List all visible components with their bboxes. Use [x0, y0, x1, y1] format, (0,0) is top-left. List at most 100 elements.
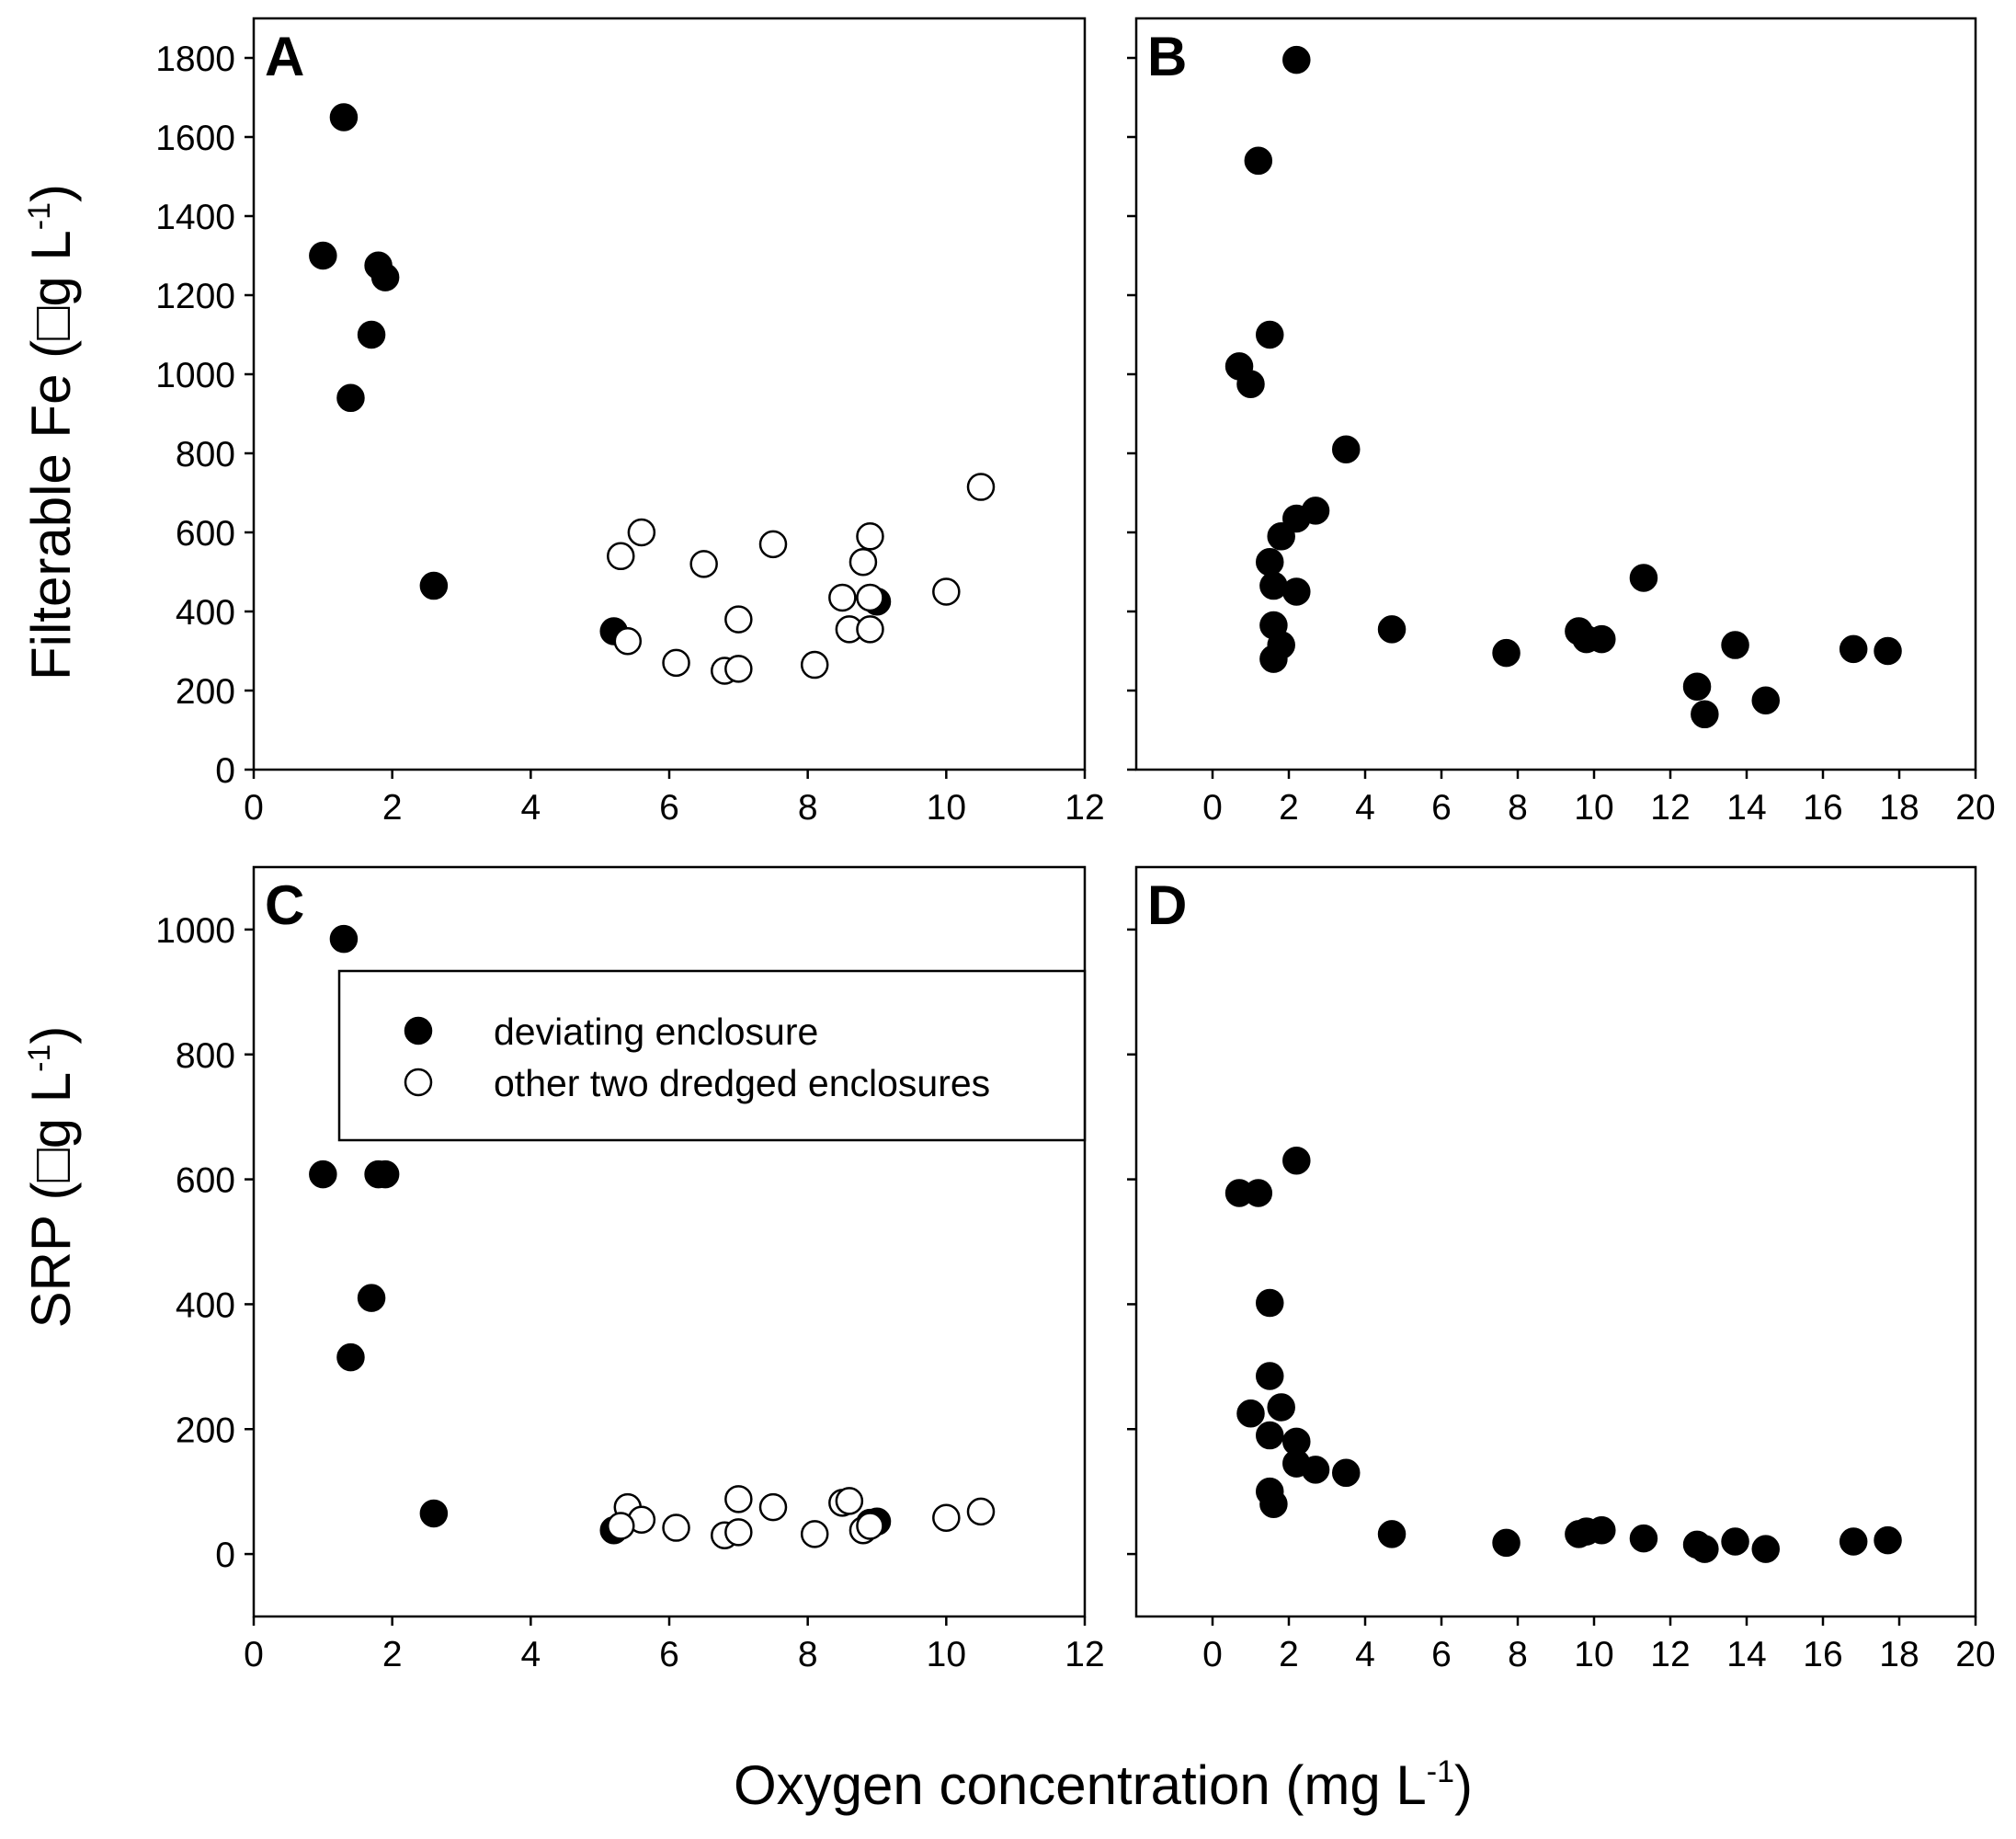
- panel-d-xtick-label: 12: [1650, 1635, 1690, 1674]
- y-axis-title-top-sup: -1: [22, 202, 57, 230]
- panel-a-point-filled: [357, 320, 386, 349]
- x-axis-title-close: ): [1454, 1754, 1473, 1816]
- panel-a-point-open: [662, 648, 690, 678]
- panel-a-ytick-label: 1800: [155, 40, 235, 79]
- panel-c-point-filled: [329, 924, 359, 954]
- panel-d-point-filled: [1236, 1399, 1265, 1428]
- panel-b-xtick-label: 8: [1508, 788, 1528, 828]
- panel-c-letter: C: [265, 874, 304, 936]
- panel-b-point-filled: [1377, 615, 1407, 644]
- panel-c-point-filled: [419, 1499, 449, 1528]
- panel-b-xtick-label: 14: [1726, 788, 1766, 828]
- panel-b-xtick-label: 12: [1650, 788, 1690, 828]
- panel-d-frame: [1134, 865, 1977, 1618]
- y-axis-title-top-close: ): [20, 184, 82, 202]
- panel-c-point-open: [800, 1520, 829, 1548]
- panel-b-xtick-label: 20: [1955, 788, 1995, 828]
- panel-a-ytick-label: 800: [176, 435, 235, 474]
- panel-d: D 0 2 4 6 8 10 12 14 16 18 20: [1127, 865, 1996, 1674]
- panel-d-point-filled: [1377, 1520, 1407, 1548]
- panel-a-point-filled: [370, 263, 400, 291]
- panel-b: B 0 2 4 6 8 10 12 14 16 18 20: [1127, 17, 1996, 828]
- panel-a: A 0 2 4 6 8 10 12 0 200 400 600 800 1000 1200 1400 1600 1…: [155, 17, 1105, 828]
- panel-a-ytick-label: 600: [176, 514, 235, 554]
- panel-a-point-open: [724, 605, 753, 634]
- panel-c-point-open: [856, 1512, 884, 1540]
- panel-c-point-open: [724, 1518, 753, 1547]
- panel-b-point-filled: [1874, 636, 1902, 666]
- panel-d-point-filled: [1721, 1527, 1749, 1556]
- legend-label-filled: deviating enclosure: [494, 1011, 818, 1053]
- panel-d-point-filled: [1332, 1458, 1361, 1488]
- panel-c-xtick-label: 0: [244, 1635, 264, 1674]
- legend-label-open: other two dredged enclosures: [494, 1062, 990, 1104]
- panel-d-point-filled: [1751, 1535, 1780, 1563]
- x-axis-title-sup: -1: [1427, 1754, 1454, 1789]
- panel-a-ytick-label: 200: [176, 672, 235, 712]
- panel-a-xtick-label: 12: [1065, 788, 1104, 828]
- y-axis-title-bottom-glyph: □: [20, 1148, 82, 1182]
- panel-d-point-filled: [1839, 1527, 1868, 1556]
- panel-b-point-filled: [1259, 571, 1288, 600]
- panel-a-xtick-label: 0: [244, 788, 264, 828]
- x-axis-title-main: Oxygen concentration (mg L: [734, 1754, 1427, 1816]
- panel-a-ytick-label: 1600: [155, 119, 235, 158]
- y-axis-title-top-unit: g L: [20, 230, 82, 306]
- panel-d-xtick-label: 20: [1955, 1635, 1995, 1674]
- panel-d-xtick-label: 16: [1803, 1635, 1842, 1674]
- panel-a-ytick-label: 1400: [155, 198, 235, 237]
- panel-b-point-filled: [1492, 638, 1521, 668]
- panel-d-xtick-label: 6: [1431, 1635, 1452, 1674]
- panel-a-point-filled: [419, 571, 449, 600]
- panel-b-point-filled: [1751, 686, 1780, 714]
- panel-c-ytick-label: 0: [215, 1536, 235, 1575]
- panel-c-point-open: [607, 1512, 635, 1540]
- panel-b-xtick-label: 18: [1879, 788, 1919, 828]
- panel-c: C 0 2 4 6 8 10 12 0 200 400 600 800 1000: [155, 865, 1105, 1674]
- panel-a-point-open: [607, 542, 635, 571]
- panel-a-xtick-label: 8: [798, 788, 818, 828]
- panel-d-xtick-label: 8: [1508, 1635, 1528, 1674]
- panel-d-point-filled: [1259, 1490, 1288, 1518]
- panel-c-ytick-label: 800: [176, 1036, 235, 1076]
- panel-d-xtick-label: 2: [1279, 1635, 1299, 1674]
- panel-c-xtick-label: 4: [520, 1635, 541, 1674]
- panel-a-ytick-label: 400: [176, 593, 235, 633]
- panel-a-point-open: [613, 627, 643, 656]
- y-axis-title-top-main: Filterable Fe (: [20, 340, 82, 680]
- panel-d-point-filled: [1282, 1146, 1311, 1175]
- panel-d-point-filled: [1874, 1525, 1902, 1555]
- panel-b-point-filled: [1236, 370, 1265, 398]
- panel-d-point-filled: [1256, 1421, 1284, 1450]
- panel-a-point-open: [856, 522, 884, 551]
- panel-c-xtick-label: 8: [798, 1635, 818, 1674]
- panel-b-point-filled: [1588, 624, 1616, 654]
- panel-c-xtick-label: 6: [659, 1635, 679, 1674]
- panel-a-point-open: [932, 577, 961, 606]
- panel-b-point-filled: [1244, 146, 1273, 176]
- panel-c-point-filled: [357, 1284, 386, 1312]
- panel-b-xtick-label: 0: [1202, 788, 1223, 828]
- panel-c-ytick-label: 400: [176, 1285, 235, 1325]
- panel-a-xtick-label: 4: [520, 788, 541, 828]
- y-axis-title-top: Filterable Fe (□g L-1): [20, 184, 82, 680]
- panel-a-point-open: [758, 530, 788, 559]
- panel-b-xtick-label: 2: [1279, 788, 1299, 828]
- legend-marker-open: [404, 1068, 433, 1097]
- panel-c-ytick-label: 1000: [155, 911, 235, 951]
- panel-c-xtick-label: 2: [382, 1635, 403, 1674]
- panel-b-point-filled: [1282, 577, 1311, 606]
- panel-a-point-open: [627, 518, 656, 547]
- panel-b-point-filled: [1332, 435, 1361, 463]
- panel-d-point-filled: [1301, 1456, 1330, 1484]
- panel-d-xtick-label: 10: [1574, 1635, 1613, 1674]
- panel-b-xtick-label: 10: [1574, 788, 1613, 828]
- panel-b-point-filled: [1682, 672, 1712, 701]
- x-axis-title: Oxygen concentration (mg L-1): [734, 1754, 1473, 1816]
- panel-a-letter: A: [265, 26, 304, 87]
- legend: deviating enclosure other two dredged en…: [337, 969, 1087, 1142]
- panel-d-xtick-label: 4: [1355, 1635, 1375, 1674]
- y-axis-title-bottom-main: SRP (: [20, 1182, 82, 1328]
- panel-d-point-filled: [1492, 1528, 1521, 1558]
